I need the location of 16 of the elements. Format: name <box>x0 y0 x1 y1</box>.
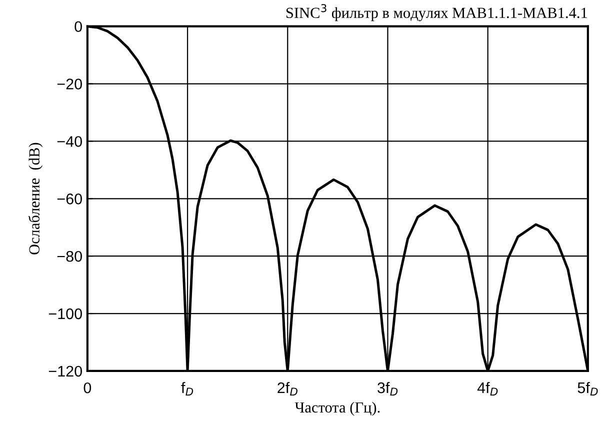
y-tick-label: −40 <box>57 136 82 147</box>
x-tick-label: 4f$_{D}$ <box>477 382 498 396</box>
y-tick-label: −20 <box>57 78 82 90</box>
x-tick-label: f$_{D}$ <box>181 382 194 396</box>
x-tick-label: 0 <box>84 382 92 394</box>
x-axis-title: Частота (Гц). <box>294 402 380 416</box>
y-tick-label: −60 <box>57 194 82 204</box>
x-tick-label: 2f$_{D}$ <box>278 382 298 396</box>
x-tick-label: 3f$_{D}$ <box>378 382 398 396</box>
x-tick-label: 5f$_{D}$ <box>578 382 598 396</box>
y-tick-label: −100 <box>48 308 82 320</box>
y-axis-title: Ослабление (dB) <box>28 142 43 254</box>
chart-title: SINC$^{3}$ фильтр в модулях MAB1.1.1-MAB1.4.1 <box>286 4 587 22</box>
y-tick-label: −120 <box>48 366 82 377</box>
y-tick-label: 0 <box>74 21 82 32</box>
y-tick-label: −80 <box>57 250 82 262</box>
